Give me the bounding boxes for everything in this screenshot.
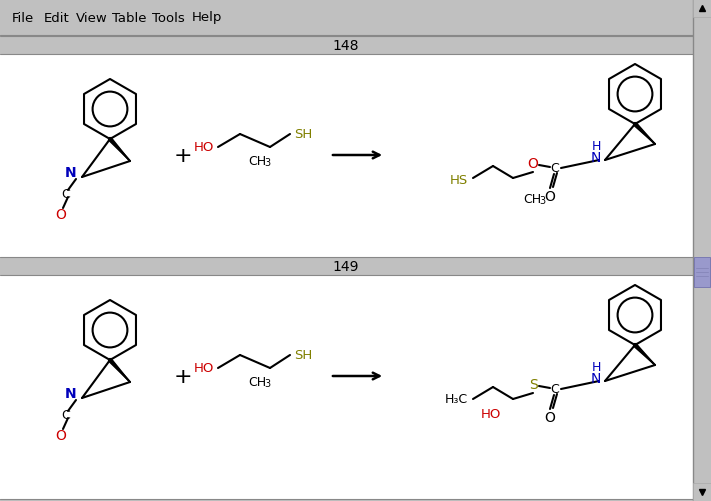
Bar xyxy=(0,276,693,499)
Text: H₃C: H₃C xyxy=(445,393,468,406)
Text: SH: SH xyxy=(294,128,312,141)
Text: H: H xyxy=(592,361,601,374)
Text: N: N xyxy=(591,371,601,385)
Text: HO: HO xyxy=(193,362,214,375)
Text: +: + xyxy=(173,366,192,386)
Polygon shape xyxy=(634,124,655,145)
Text: O: O xyxy=(55,207,66,221)
Text: CH: CH xyxy=(523,192,541,205)
Bar xyxy=(693,0,711,18)
Polygon shape xyxy=(109,139,130,162)
Text: N: N xyxy=(65,386,76,400)
Text: Tools: Tools xyxy=(152,12,185,25)
Text: C: C xyxy=(62,188,70,201)
Text: O: O xyxy=(55,428,66,442)
Text: CH: CH xyxy=(248,155,266,168)
Text: C: C xyxy=(550,383,560,396)
Polygon shape xyxy=(109,359,130,382)
Bar xyxy=(693,0,711,501)
Text: H: H xyxy=(592,140,601,153)
Text: HS: HS xyxy=(450,174,468,187)
Text: CH: CH xyxy=(248,375,266,388)
Text: O: O xyxy=(545,410,555,424)
Text: File: File xyxy=(12,12,34,25)
Text: N: N xyxy=(65,166,76,180)
Polygon shape xyxy=(634,344,655,365)
Text: O: O xyxy=(528,157,538,171)
Text: 3: 3 xyxy=(264,158,270,168)
Bar xyxy=(0,55,693,258)
Text: 3: 3 xyxy=(264,378,270,388)
Text: S: S xyxy=(528,377,538,391)
Text: 148: 148 xyxy=(333,39,359,53)
Bar xyxy=(0,258,693,276)
Text: HO: HO xyxy=(481,407,501,420)
Text: Help: Help xyxy=(192,12,223,25)
Text: O: O xyxy=(545,189,555,203)
Bar xyxy=(0,0,711,37)
Text: +: + xyxy=(173,146,192,166)
Text: C: C xyxy=(550,162,560,175)
Text: 3: 3 xyxy=(539,195,545,205)
Text: SH: SH xyxy=(294,349,312,362)
Text: C: C xyxy=(62,409,70,422)
Bar xyxy=(693,483,711,501)
Bar xyxy=(0,37,693,55)
Text: Table: Table xyxy=(112,12,146,25)
Bar xyxy=(694,258,710,288)
Text: Edit: Edit xyxy=(44,12,70,25)
Text: N: N xyxy=(591,151,601,165)
Text: View: View xyxy=(76,12,108,25)
Text: HO: HO xyxy=(193,141,214,154)
Text: 149: 149 xyxy=(333,260,359,274)
